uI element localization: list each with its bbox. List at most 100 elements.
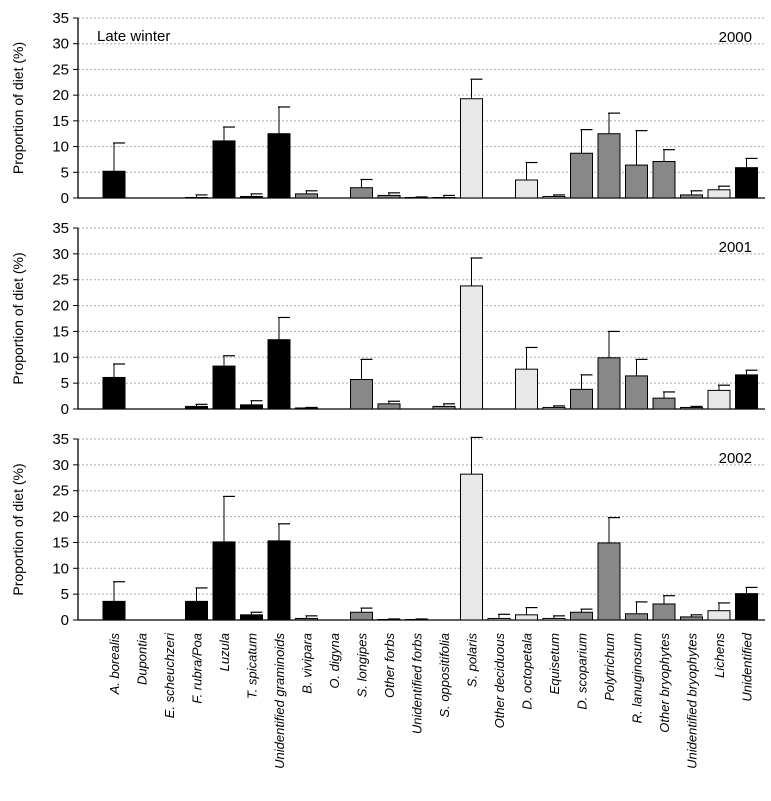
bar	[185, 405, 208, 410]
bar	[707, 610, 731, 621]
category-label: Lichens	[712, 633, 727, 678]
bar	[212, 140, 236, 199]
y-tick-label: 10	[52, 349, 69, 366]
bar	[212, 541, 236, 621]
bar	[295, 617, 318, 621]
bar	[240, 614, 263, 621]
category-label: Luzula	[217, 633, 232, 671]
y-tick-label: 20	[52, 509, 69, 526]
bar	[680, 616, 703, 621]
bar	[625, 613, 648, 621]
bar	[267, 339, 291, 410]
bar	[460, 98, 483, 199]
bar	[295, 193, 318, 199]
category-label: R. lanuginosum	[630, 633, 645, 723]
category-label: D. scoparium	[575, 633, 590, 710]
y-tick-label: 20	[52, 298, 69, 315]
bar	[267, 133, 291, 199]
category-label: Other forbs	[382, 633, 397, 699]
y-axis-label: Proportion of diet (%)	[10, 42, 26, 174]
y-tick-label: 5	[61, 375, 69, 392]
bar	[350, 611, 373, 621]
y-tick-label: 0	[61, 401, 69, 418]
bar	[377, 194, 401, 199]
bar	[542, 406, 566, 410]
y-tick-label: 25	[52, 483, 69, 500]
bar	[597, 133, 621, 199]
category-label: Other deciduous	[492, 633, 507, 729]
category-label: Unidentified graminoids	[272, 633, 287, 769]
y-tick-label: 30	[52, 457, 69, 474]
y-tick-label: 15	[52, 323, 69, 340]
bar	[432, 405, 456, 410]
y-tick-label: 20	[52, 87, 69, 104]
bar	[432, 196, 456, 199]
y-tick-label: 35	[52, 431, 69, 448]
bar	[350, 187, 373, 199]
bar	[735, 593, 758, 621]
bar	[735, 167, 758, 199]
bar	[460, 473, 483, 621]
bar	[570, 388, 593, 410]
category-label: T. spicatum	[245, 633, 260, 699]
category-label: Unidentified	[740, 632, 755, 701]
bar	[185, 196, 208, 199]
bar	[625, 164, 648, 199]
bar	[515, 614, 538, 621]
category-label: E. scheuchzeri	[162, 632, 177, 718]
y-tick-label: 15	[52, 534, 69, 551]
category-label: Other bryophytes	[657, 633, 672, 733]
bar	[102, 600, 126, 621]
bar	[707, 189, 731, 199]
bar	[295, 407, 318, 410]
bar	[542, 195, 566, 199]
bar	[597, 357, 621, 410]
bar	[185, 600, 208, 621]
bar	[350, 379, 373, 410]
y-tick-label: 5	[61, 164, 69, 181]
bar	[267, 540, 291, 621]
y-tick-label: 25	[52, 272, 69, 289]
category-label: Dupontia	[135, 633, 150, 685]
bar	[652, 603, 676, 621]
category-label: S. oppositifolia	[437, 633, 452, 718]
y-tick-label: 25	[52, 61, 69, 78]
bar	[515, 179, 538, 199]
y-tick-label: 30	[52, 246, 69, 263]
y-tick-label: 30	[52, 36, 69, 53]
bar	[240, 404, 263, 410]
y-axis-label: Proportion of diet (%)	[10, 463, 26, 595]
year-label: 2000	[719, 29, 752, 46]
category-label: F. rubra/Poa	[190, 633, 205, 704]
bar	[542, 617, 566, 621]
y-tick-label: 5	[61, 586, 69, 603]
bar	[377, 403, 401, 410]
category-label: O. digyna	[327, 633, 342, 689]
bar	[625, 375, 648, 410]
category-label: B. vivipara	[300, 633, 315, 694]
bar	[597, 542, 621, 621]
y-tick-label: 35	[52, 10, 69, 27]
y-axis-label: Proportion of diet (%)	[10, 252, 26, 384]
bar	[680, 194, 703, 199]
bar	[735, 374, 758, 410]
bar	[570, 152, 593, 199]
category-label: D. octopetala	[520, 633, 535, 710]
category-label: S. longipes	[355, 633, 370, 698]
bar	[240, 195, 263, 199]
category-label: Polytrichum	[602, 633, 617, 701]
bar	[487, 617, 511, 621]
bar	[652, 160, 676, 199]
y-tick-label: 10	[52, 560, 69, 577]
category-label: Unidentified bryophytes	[685, 633, 700, 769]
category-label: Unidentified forbs	[410, 633, 425, 735]
bar	[212, 365, 236, 410]
y-tick-label: 0	[61, 612, 69, 629]
y-tick-label: 35	[52, 220, 69, 237]
category-label: A. borealis	[107, 633, 122, 696]
bar	[680, 406, 703, 410]
year-label: 2002	[719, 450, 752, 467]
bar	[102, 376, 126, 410]
y-tick-label: 0	[61, 190, 69, 207]
